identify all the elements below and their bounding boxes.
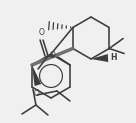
Polygon shape bbox=[32, 65, 41, 86]
Text: O: O bbox=[34, 89, 40, 98]
Text: O: O bbox=[49, 52, 55, 61]
Polygon shape bbox=[91, 54, 108, 62]
Text: H: H bbox=[110, 54, 117, 62]
Text: O: O bbox=[39, 28, 45, 37]
